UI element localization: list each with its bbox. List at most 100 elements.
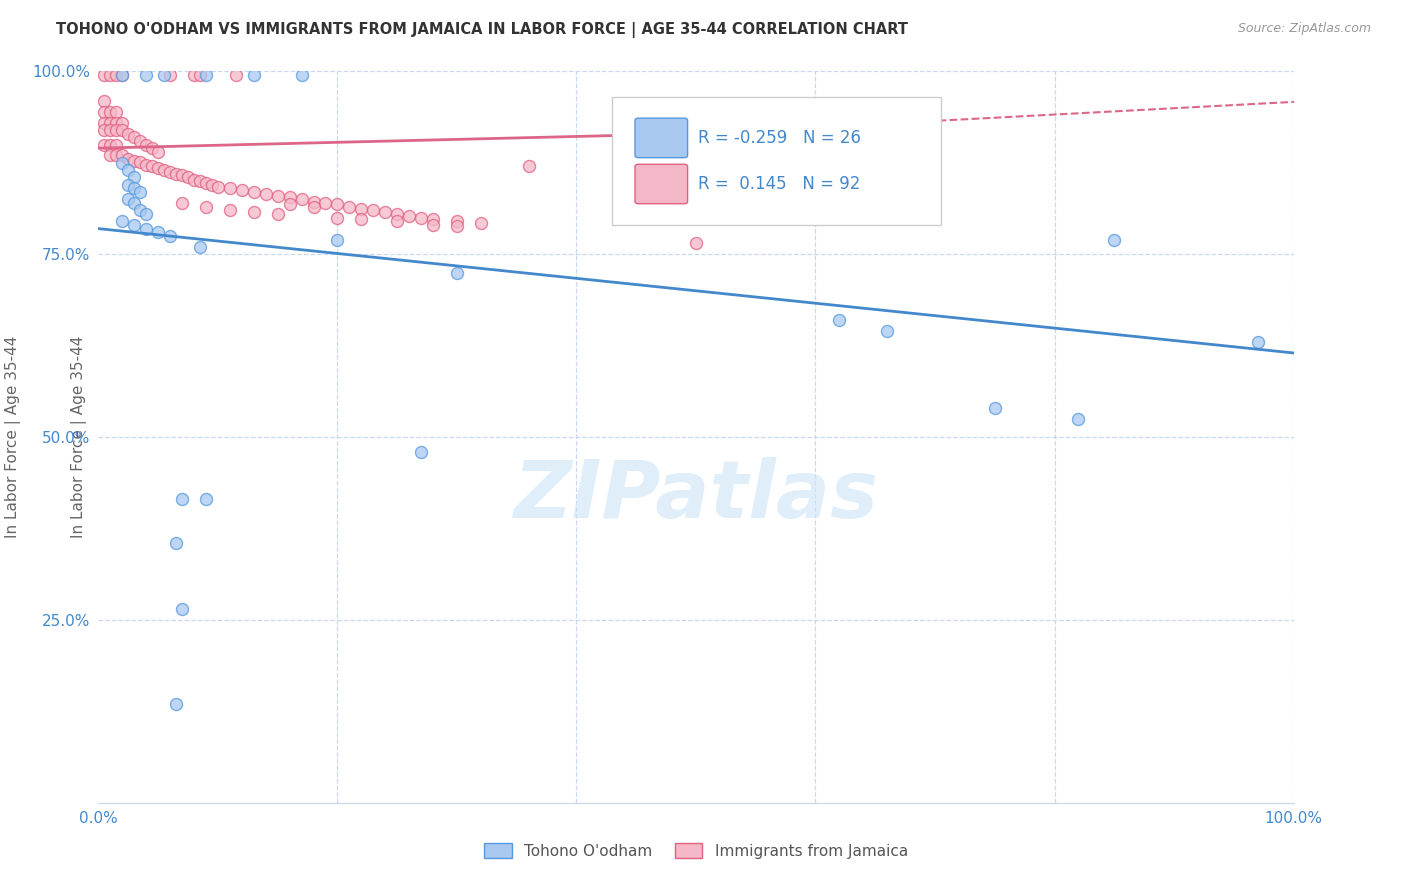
Point — [111, 148, 134, 162]
Legend: Tohono O'odham, Immigrants from Jamaica: Tohono O'odham, Immigrants from Jamaica — [478, 837, 914, 864]
Point — [135, 158, 157, 172]
Text: R =  0.145   N = 92: R = 0.145 N = 92 — [699, 175, 860, 193]
Text: ZIPatlas: ZIPatlas — [513, 457, 879, 534]
Point — [117, 152, 139, 166]
Point — [105, 137, 128, 152]
FancyBboxPatch shape — [636, 164, 688, 203]
Point — [124, 196, 146, 211]
Point — [117, 163, 139, 178]
Point — [685, 178, 707, 192]
Point — [446, 219, 468, 234]
Point — [111, 115, 134, 129]
Point — [135, 137, 157, 152]
Point — [93, 68, 115, 82]
Point — [148, 161, 170, 175]
Point — [124, 218, 146, 232]
Point — [828, 313, 851, 327]
Point — [517, 160, 540, 174]
Point — [339, 200, 361, 214]
Point — [111, 123, 134, 137]
Point — [153, 68, 176, 82]
Point — [135, 68, 157, 82]
Point — [159, 165, 181, 179]
Point — [135, 207, 157, 221]
Point — [188, 174, 211, 188]
Point — [124, 170, 146, 185]
Point — [876, 324, 898, 338]
Point — [165, 536, 187, 550]
Point — [117, 193, 139, 207]
Point — [135, 221, 157, 235]
Point — [172, 196, 194, 211]
Point — [183, 172, 205, 186]
Point — [172, 602, 194, 616]
Point — [398, 209, 420, 223]
Point — [315, 196, 337, 211]
Point — [385, 214, 409, 228]
Point — [195, 68, 218, 82]
Point — [411, 211, 433, 225]
Y-axis label: In Labor Force | Age 35-44: In Labor Force | Age 35-44 — [72, 336, 87, 538]
Point — [984, 401, 1007, 415]
Text: TOHONO O'ODHAM VS IMMIGRANTS FROM JAMAICA IN LABOR FORCE | AGE 35-44 CORRELATION: TOHONO O'ODHAM VS IMMIGRANTS FROM JAMAIC… — [56, 22, 908, 38]
Point — [326, 233, 349, 247]
Point — [291, 68, 314, 82]
Point — [446, 266, 468, 280]
Point — [302, 194, 325, 209]
Point — [165, 167, 187, 181]
Point — [117, 127, 139, 141]
Point — [124, 153, 146, 168]
Point — [446, 214, 468, 228]
Point — [363, 203, 385, 218]
Point — [105, 104, 128, 119]
Point — [117, 178, 139, 192]
Point — [326, 197, 349, 211]
Point — [124, 181, 146, 195]
Point — [111, 214, 134, 228]
Point — [129, 155, 152, 169]
Point — [195, 176, 218, 190]
Point — [188, 240, 211, 254]
Point — [105, 68, 128, 82]
Point — [93, 94, 115, 108]
Point — [1067, 412, 1090, 426]
Point — [350, 202, 373, 216]
Point — [219, 181, 242, 195]
Point — [278, 197, 301, 211]
Point — [148, 225, 170, 239]
Point — [254, 187, 277, 202]
Point — [141, 141, 163, 155]
Point — [98, 137, 122, 152]
Point — [129, 134, 152, 148]
Point — [111, 156, 134, 170]
Text: Source: ZipAtlas.com: Source: ZipAtlas.com — [1237, 22, 1371, 36]
Point — [302, 200, 325, 214]
Point — [93, 115, 115, 129]
Point — [188, 68, 211, 82]
Point — [93, 137, 115, 152]
Point — [374, 204, 396, 219]
Point — [93, 104, 115, 119]
Point — [195, 200, 218, 214]
Point — [219, 203, 242, 218]
Point — [105, 123, 128, 137]
Point — [278, 190, 301, 204]
Point — [159, 228, 181, 243]
Point — [153, 163, 176, 178]
Point — [231, 183, 253, 197]
Point — [129, 185, 152, 199]
Point — [201, 178, 224, 192]
Point — [243, 204, 266, 219]
Point — [685, 236, 707, 251]
Point — [267, 188, 290, 202]
Point — [350, 212, 373, 227]
Point — [124, 130, 146, 145]
Point — [326, 211, 349, 225]
Point — [385, 207, 409, 221]
Point — [141, 160, 163, 174]
Point — [159, 68, 181, 82]
Point — [111, 68, 134, 82]
Point — [98, 123, 122, 137]
Point — [411, 444, 433, 458]
Point — [172, 492, 194, 507]
